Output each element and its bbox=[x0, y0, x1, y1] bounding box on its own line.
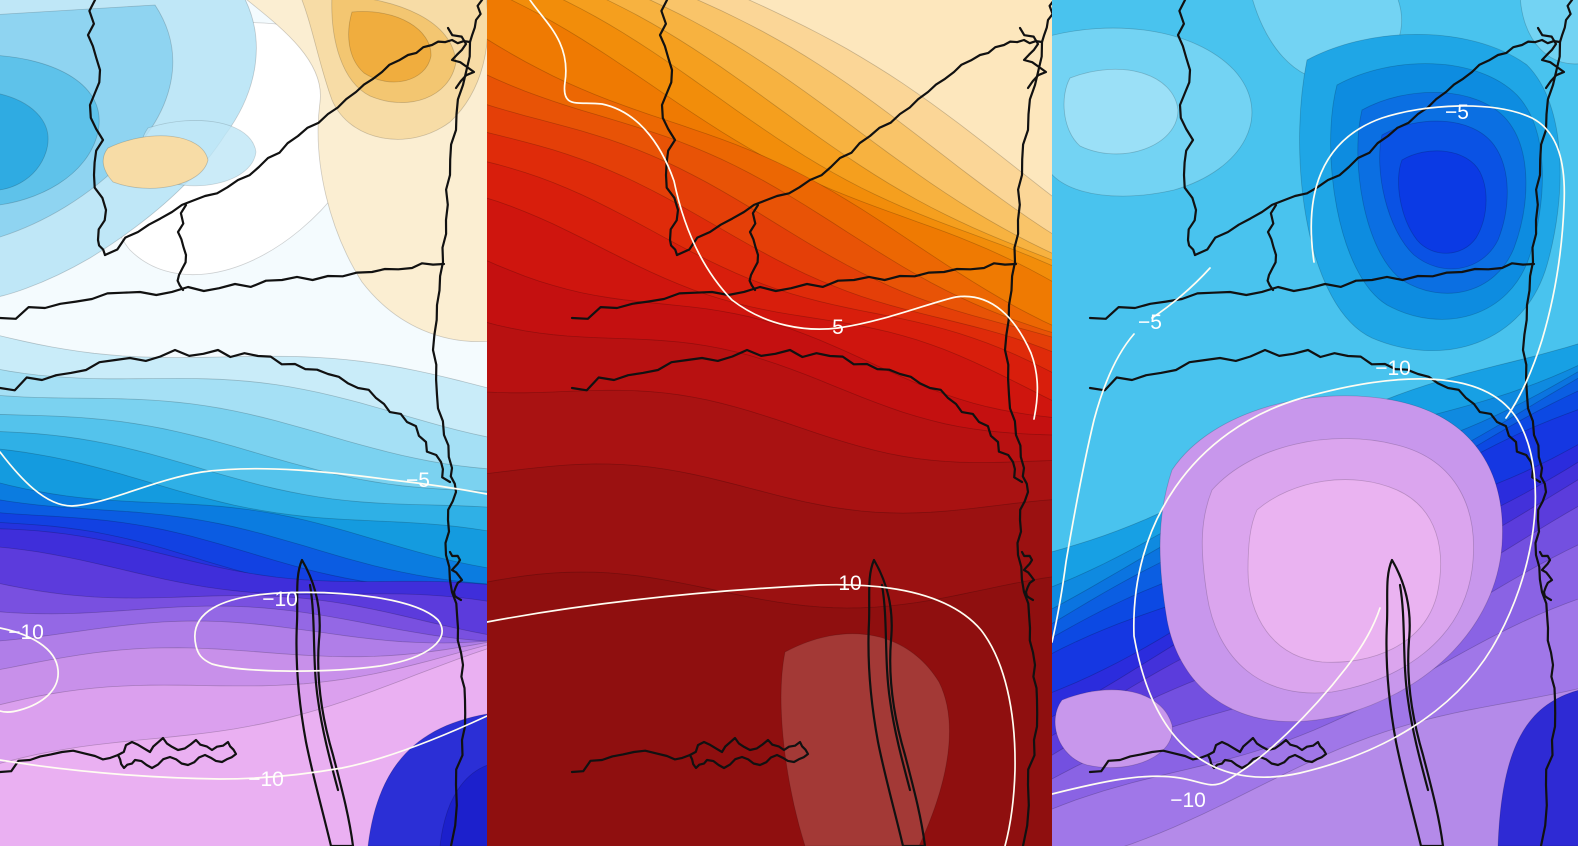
lagoon-inner-line bbox=[880, 583, 912, 792]
contour-lines-group bbox=[487, 0, 1039, 846]
river-tributary bbox=[1266, 203, 1278, 292]
contour-label: −5 bbox=[406, 469, 430, 492]
state-border-south bbox=[570, 348, 1024, 484]
river-south bbox=[1088, 749, 1210, 774]
lagoon-outline bbox=[295, 558, 355, 846]
coastline bbox=[1521, 0, 1574, 846]
contour-label: −10 bbox=[262, 588, 298, 611]
contour-line bbox=[194, 591, 443, 672]
cold-band bbox=[0, 648, 487, 846]
map-panel-left-canvas: −5 −10 −10 −10 bbox=[0, 0, 487, 846]
warm-patch bbox=[102, 135, 209, 189]
coastal-inlets bbox=[448, 550, 464, 602]
contour-label: −10 bbox=[1170, 789, 1206, 812]
coastal-inlets bbox=[1538, 550, 1554, 602]
contour-lines-group bbox=[0, 451, 487, 780]
map-panel-middle: 5 10 bbox=[487, 0, 1052, 846]
coastline bbox=[1003, 0, 1052, 846]
contour-label: −10 bbox=[1375, 357, 1411, 380]
state-border-south bbox=[1088, 348, 1542, 484]
map-panel-left: −5 −10 −10 −10 bbox=[0, 0, 487, 846]
cold-corner bbox=[439, 765, 487, 846]
lake-outline bbox=[688, 736, 810, 770]
river-parana bbox=[86, 0, 108, 257]
lagoon-inner-line bbox=[1398, 583, 1430, 792]
map-panel-right: −5 −5 −10 −10 bbox=[1052, 0, 1578, 846]
contour-label: −10 bbox=[8, 621, 44, 644]
state-border-north bbox=[1193, 38, 1562, 257]
state-borders-group bbox=[0, 0, 484, 846]
contour-label: 10 bbox=[838, 572, 861, 595]
contour-label: −5 bbox=[1138, 311, 1162, 334]
state-border-middle bbox=[1088, 262, 1536, 320]
state-border-north bbox=[103, 38, 472, 257]
river-tributary bbox=[176, 203, 188, 292]
state-border-middle bbox=[0, 262, 446, 320]
state-borders-group bbox=[570, 0, 1052, 846]
contour-line bbox=[1052, 267, 1211, 643]
state-border-middle bbox=[570, 262, 1018, 320]
map-panel-right-canvas: −5 −5 −10 −10 bbox=[1052, 0, 1578, 846]
lake-outline bbox=[116, 736, 238, 770]
map-panel-middle-canvas: 5 10 bbox=[487, 0, 1052, 846]
river-parana bbox=[658, 0, 680, 257]
cold-core bbox=[1398, 150, 1487, 254]
cold-corner bbox=[1497, 690, 1578, 846]
contour-label: −5 bbox=[1445, 101, 1469, 124]
contour-line bbox=[487, 583, 1016, 846]
contour-line bbox=[0, 715, 487, 780]
lake-outline bbox=[1206, 736, 1328, 770]
coastal-inlets bbox=[1020, 550, 1036, 602]
coastal-mild-patch bbox=[780, 633, 950, 846]
contour-line bbox=[0, 627, 59, 713]
coastline bbox=[431, 0, 484, 846]
contour-line bbox=[1133, 378, 1537, 778]
contour-line bbox=[0, 451, 487, 507]
contour-line bbox=[529, 0, 1039, 420]
cold-patch bbox=[1054, 689, 1173, 768]
lagoon-outline bbox=[1385, 558, 1445, 846]
contour-line bbox=[1310, 105, 1566, 419]
lagoon-inner-line bbox=[308, 583, 340, 792]
state-border-north bbox=[675, 38, 1044, 257]
cold-band bbox=[1124, 688, 1578, 846]
river-tributary bbox=[748, 203, 760, 292]
warm-core bbox=[348, 11, 432, 83]
contour-label: 5 bbox=[832, 316, 844, 339]
cool-patch bbox=[0, 93, 49, 191]
river-south bbox=[570, 749, 692, 774]
light-cool-patch bbox=[1063, 68, 1179, 155]
lagoon-outline bbox=[867, 558, 927, 846]
contour-lines-group bbox=[1052, 105, 1566, 795]
contour-label: −10 bbox=[248, 768, 284, 791]
river-parana bbox=[1176, 0, 1198, 257]
contour-line bbox=[1052, 607, 1381, 795]
state-border-south bbox=[0, 348, 452, 484]
river-south bbox=[0, 749, 120, 774]
warm-band bbox=[487, 571, 1052, 846]
state-borders-group bbox=[1088, 0, 1574, 846]
coldest-core bbox=[1247, 479, 1441, 663]
